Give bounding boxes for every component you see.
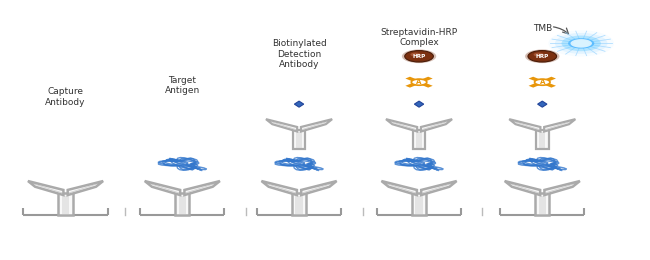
Polygon shape — [28, 181, 64, 195]
Polygon shape — [523, 84, 537, 90]
Text: TMB: TMB — [532, 24, 552, 33]
Polygon shape — [540, 77, 556, 83]
FancyBboxPatch shape — [179, 196, 186, 214]
FancyBboxPatch shape — [58, 193, 73, 215]
Circle shape — [525, 49, 560, 63]
Circle shape — [534, 53, 543, 57]
Polygon shape — [424, 75, 438, 80]
FancyBboxPatch shape — [296, 196, 303, 214]
FancyBboxPatch shape — [539, 132, 545, 148]
Text: A: A — [417, 79, 422, 85]
Polygon shape — [509, 119, 540, 132]
Text: Biotinylated
Detection
Antibody: Biotinylated Detection Antibody — [272, 40, 326, 69]
FancyBboxPatch shape — [412, 193, 426, 215]
Polygon shape — [68, 181, 103, 195]
Polygon shape — [261, 181, 297, 195]
FancyBboxPatch shape — [175, 193, 189, 215]
FancyBboxPatch shape — [413, 130, 425, 149]
Circle shape — [571, 39, 592, 48]
Circle shape — [411, 79, 427, 85]
FancyBboxPatch shape — [292, 130, 306, 149]
Polygon shape — [548, 84, 561, 90]
Polygon shape — [406, 77, 421, 83]
FancyBboxPatch shape — [292, 193, 306, 215]
Polygon shape — [528, 77, 545, 83]
Circle shape — [410, 53, 421, 57]
FancyBboxPatch shape — [535, 193, 549, 215]
FancyBboxPatch shape — [415, 196, 423, 214]
Circle shape — [402, 49, 436, 63]
Polygon shape — [544, 119, 575, 132]
Polygon shape — [185, 181, 220, 195]
Circle shape — [534, 79, 550, 85]
Polygon shape — [528, 81, 545, 88]
Polygon shape — [417, 81, 433, 88]
Circle shape — [405, 51, 434, 62]
FancyBboxPatch shape — [62, 196, 69, 214]
FancyBboxPatch shape — [539, 196, 546, 214]
Polygon shape — [301, 119, 332, 132]
Text: Target
Antigen: Target Antigen — [164, 76, 200, 95]
Polygon shape — [504, 181, 540, 195]
Polygon shape — [406, 81, 421, 88]
Polygon shape — [421, 119, 452, 132]
Polygon shape — [145, 181, 180, 195]
Polygon shape — [301, 181, 337, 195]
FancyBboxPatch shape — [296, 132, 302, 148]
Polygon shape — [400, 75, 413, 80]
Polygon shape — [415, 101, 424, 107]
Text: Streptavidin-HRP
Complex: Streptavidin-HRP Complex — [380, 28, 458, 47]
Polygon shape — [386, 119, 417, 132]
Circle shape — [555, 33, 608, 54]
Text: HRP: HRP — [412, 54, 426, 59]
Polygon shape — [538, 101, 547, 107]
Polygon shape — [424, 84, 438, 90]
Circle shape — [568, 38, 594, 49]
Polygon shape — [266, 119, 297, 132]
Polygon shape — [421, 181, 457, 195]
Text: Capture
Antibody: Capture Antibody — [46, 87, 86, 107]
FancyBboxPatch shape — [536, 130, 549, 149]
Polygon shape — [545, 181, 580, 195]
Circle shape — [549, 30, 614, 56]
FancyBboxPatch shape — [416, 132, 422, 148]
Polygon shape — [400, 84, 413, 90]
Polygon shape — [294, 101, 304, 107]
Circle shape — [528, 51, 556, 62]
Text: A: A — [540, 79, 545, 85]
Polygon shape — [382, 181, 417, 195]
Text: HRP: HRP — [536, 54, 549, 59]
Polygon shape — [417, 77, 433, 83]
Circle shape — [573, 40, 590, 47]
Polygon shape — [548, 75, 561, 80]
Polygon shape — [540, 81, 556, 88]
Polygon shape — [523, 75, 537, 80]
Circle shape — [562, 36, 601, 51]
